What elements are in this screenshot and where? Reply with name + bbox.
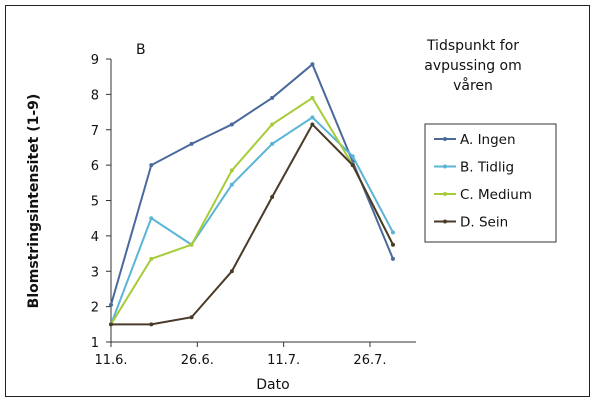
legend: A. Ingen B. Tidlig C. Medium D. Sein [424, 123, 557, 243]
data-point-b-tidlig [270, 141, 275, 146]
series-layer [109, 62, 395, 327]
data-point-b-tidlig [149, 216, 154, 221]
data-point-a-ingen [310, 62, 315, 67]
legend-title-line: avpussing om [424, 58, 522, 74]
y-tick-label: 4 [91, 230, 99, 245]
legend-label-c-medium: C. Medium [460, 187, 532, 203]
data-point-b-tidlig [350, 154, 355, 159]
legend-marker-c-medium [443, 192, 447, 196]
x-tick-label: 26.7. [353, 353, 386, 368]
data-point-c-medium [189, 242, 194, 247]
legend-label-d-sein: D. Sein [460, 215, 508, 231]
y-tick-label: 7 [91, 124, 99, 139]
y-tick-label: 2 [91, 301, 99, 316]
data-point-d-sein [310, 122, 315, 127]
legend-title-line: Tidspunkt for [426, 38, 519, 54]
y-ticks: 1 2 3 4 5 6 7 8 9 [91, 53, 111, 351]
data-point-c-medium [149, 256, 154, 261]
x-tick-label: 11.6. [94, 353, 127, 368]
data-point-a-ingen [149, 163, 154, 168]
data-point-a-ingen [189, 141, 194, 146]
legend-marker-d-sein [443, 219, 447, 224]
data-point-b-tidlig [229, 182, 234, 187]
y-tick-label: 3 [91, 265, 99, 280]
x-ticks: 11.6. 26.6. 11.7. 26.7. [94, 342, 387, 368]
x-tick-label: 26.6. [181, 353, 214, 368]
y-tick-label: 8 [91, 88, 99, 103]
legend-marker-b-tidlig [443, 164, 447, 169]
data-point-a-ingen [109, 302, 113, 307]
series-line-c-medium [110, 96, 394, 325]
data-point-a-ingen [229, 122, 234, 127]
data-point-d-sein [149, 322, 154, 327]
series-line-b-tidlig [110, 116, 394, 325]
panel-label: B [136, 42, 146, 58]
series-line-a-ingen [110, 62, 394, 306]
data-point-d-sein [350, 163, 355, 168]
legend-title: Tidspunkt for avpussing om våren [424, 38, 522, 94]
data-point-d-sein [390, 242, 395, 247]
chart-frame: 1 2 3 4 5 6 7 8 9 11.6. 26.6. 11.7. 26.7. B Dato Bl… [5, 5, 590, 397]
legend-marker-a-ingen [443, 137, 447, 141]
x-tick-label: 11.7. [267, 353, 300, 368]
legend-title-line: våren [453, 77, 493, 94]
line-chart: 1 2 3 4 5 6 7 8 9 11.6. 26.6. 11.7. 26.7. B Dato Bl… [26, 38, 557, 393]
legend-box [424, 123, 557, 243]
data-point-d-sein [229, 269, 234, 274]
data-point-d-sein [189, 315, 194, 320]
y-tick-label: 1 [91, 336, 99, 351]
data-point-a-ingen [390, 256, 395, 261]
y-tick-label: 9 [91, 53, 99, 68]
data-point-b-tidlig [390, 230, 395, 235]
data-point-c-medium [310, 95, 315, 100]
legend-label-a-ingen: A. Ingen [460, 132, 516, 148]
y-tick-label: 6 [91, 159, 99, 174]
data-point-c-medium [270, 122, 275, 127]
y-tick-label: 5 [91, 195, 99, 210]
data-point-c-medium [229, 168, 234, 173]
x-axis-title: Dato [256, 377, 289, 393]
data-point-d-sein [109, 322, 113, 327]
y-axis-title: Blomstringsintensitet (1-9) [26, 94, 42, 309]
data-point-a-ingen [270, 95, 275, 100]
legend-label-b-tidlig: B. Tidlig [460, 160, 514, 176]
data-point-b-tidlig [310, 115, 315, 120]
data-point-d-sein [270, 194, 275, 199]
series-line-d-sein [111, 122, 394, 326]
